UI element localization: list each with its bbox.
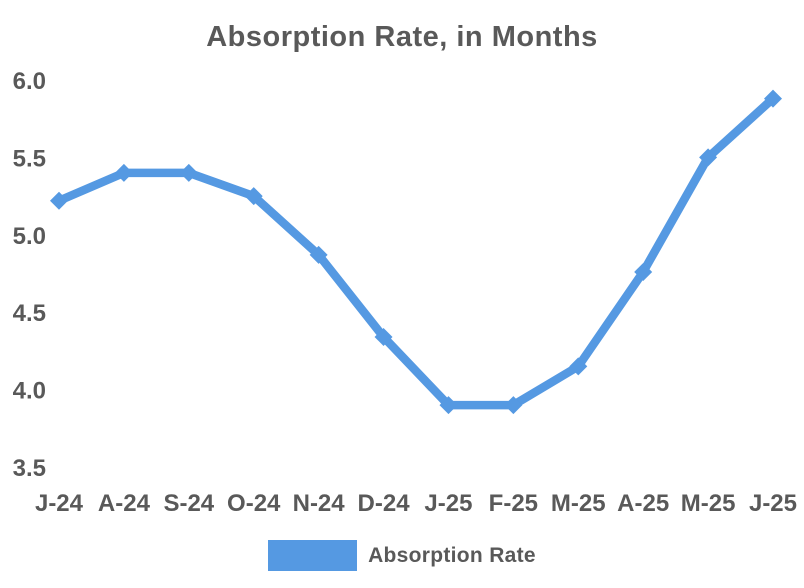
y-tick-label: 3.5 xyxy=(13,455,46,482)
legend-swatch xyxy=(268,540,358,571)
data-point-marker xyxy=(439,396,458,415)
data-point-marker xyxy=(114,163,133,182)
data-point-marker xyxy=(504,396,523,415)
data-point-marker xyxy=(634,262,653,281)
x-axis-label: J-25 xyxy=(749,490,797,517)
data-point-marker xyxy=(374,327,393,346)
x-axis-label: A-24 xyxy=(98,490,151,517)
chart-legend: Absorption Rate xyxy=(0,540,804,571)
data-point-marker xyxy=(569,357,588,376)
x-axis-label: J-24 xyxy=(35,490,84,517)
x-axis-label: D-24 xyxy=(358,490,411,517)
y-tick-label: 6.0 xyxy=(13,68,46,95)
series-line xyxy=(54,94,778,410)
y-tick-label: 4.0 xyxy=(13,378,46,405)
x-axis-label: O-24 xyxy=(227,490,281,517)
legend-label: Absorption Rate xyxy=(368,543,536,567)
x-axis-label: J-25 xyxy=(424,490,472,517)
x-axis-label: M-25 xyxy=(681,490,736,517)
x-axis-label: F-25 xyxy=(489,490,538,517)
x-axis-label: N-24 xyxy=(293,490,346,517)
x-axis-label: S-24 xyxy=(163,490,214,517)
data-point-marker xyxy=(179,163,198,182)
y-tick-label: 5.5 xyxy=(13,145,46,172)
data-point-marker xyxy=(244,187,263,206)
data-point-marker xyxy=(699,148,718,167)
y-tick-label: 4.5 xyxy=(13,300,46,327)
data-point-marker xyxy=(309,245,328,264)
y-tick-label: 5.0 xyxy=(13,223,46,250)
x-axis-label: A-25 xyxy=(617,490,669,517)
data-point-marker xyxy=(50,191,68,210)
data-point-marker xyxy=(764,89,782,108)
x-axis-label: M-25 xyxy=(551,490,606,517)
chart-title: Absorption Rate, in Months xyxy=(206,21,598,53)
